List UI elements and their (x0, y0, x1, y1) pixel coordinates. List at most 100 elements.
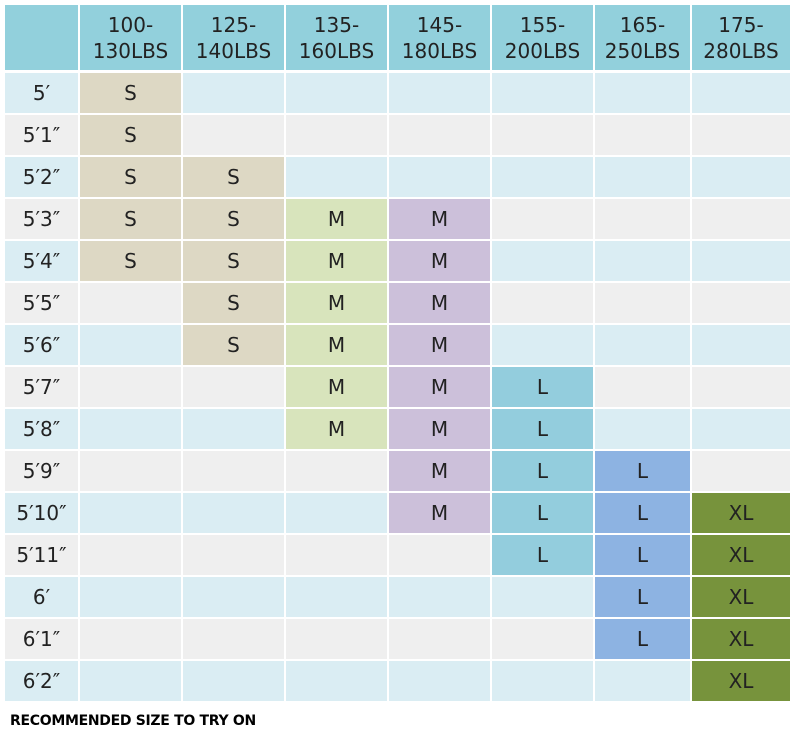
size-cell: XL (692, 493, 790, 533)
empty-cell (492, 619, 593, 659)
empty-cell (286, 577, 387, 617)
empty-cell (80, 283, 181, 323)
size-cell: M (286, 367, 387, 407)
size-cell: M (286, 409, 387, 449)
size-cell: M (389, 367, 490, 407)
empty-cell (286, 661, 387, 701)
empty-cell (692, 241, 790, 281)
empty-cell (389, 157, 490, 197)
row-height: 6′1″ (5, 619, 78, 659)
empty-cell (389, 619, 490, 659)
size-cell: M (389, 241, 490, 281)
row-height: 6′2″ (5, 661, 78, 701)
empty-cell (492, 325, 593, 365)
column-header: 155-200LBS (492, 5, 593, 70)
size-cell: S (80, 115, 181, 155)
empty-cell (80, 409, 181, 449)
empty-cell (80, 619, 181, 659)
size-cell: L (595, 577, 690, 617)
empty-cell (492, 157, 593, 197)
row-height: 6′ (5, 577, 78, 617)
size-cell: M (286, 283, 387, 323)
empty-cell (692, 73, 790, 113)
row-height: 5′3″ (5, 199, 78, 239)
column-header: 100-130LBS (80, 5, 181, 70)
size-cell: S (183, 241, 284, 281)
size-cell: M (389, 283, 490, 323)
column-header: 135-160LBS (286, 5, 387, 70)
size-cell: L (595, 535, 690, 575)
empty-cell (80, 451, 181, 491)
size-cell: L (492, 535, 593, 575)
empty-cell (595, 199, 690, 239)
empty-cell (595, 241, 690, 281)
row-height: 5′6″ (5, 325, 78, 365)
empty-cell (80, 661, 181, 701)
empty-cell (692, 199, 790, 239)
empty-cell (692, 115, 790, 155)
empty-cell (286, 619, 387, 659)
empty-cell (183, 409, 284, 449)
empty-cell (595, 325, 690, 365)
empty-cell (492, 73, 593, 113)
empty-cell (595, 409, 690, 449)
size-cell: M (389, 325, 490, 365)
row-height: 5′10″ (5, 493, 78, 533)
size-cell: S (183, 199, 284, 239)
row-height: 5′11″ (5, 535, 78, 575)
size-cell: S (80, 199, 181, 239)
empty-cell (389, 535, 490, 575)
size-cell: L (492, 493, 593, 533)
empty-cell (80, 493, 181, 533)
empty-cell (692, 283, 790, 323)
size-cell: S (183, 283, 284, 323)
empty-cell (389, 115, 490, 155)
empty-cell (286, 535, 387, 575)
empty-cell (183, 73, 284, 113)
empty-cell (595, 73, 690, 113)
empty-cell (389, 73, 490, 113)
empty-cell (389, 661, 490, 701)
size-cell: M (389, 199, 490, 239)
empty-cell (492, 661, 593, 701)
size-cell: S (183, 157, 284, 197)
size-cell: L (492, 451, 593, 491)
header-corner (5, 5, 78, 70)
empty-cell (183, 577, 284, 617)
empty-cell (183, 367, 284, 407)
empty-cell (286, 493, 387, 533)
empty-cell (692, 367, 790, 407)
empty-cell (389, 577, 490, 617)
empty-cell (595, 367, 690, 407)
size-cell: L (492, 367, 593, 407)
empty-cell (595, 661, 690, 701)
row-height: 5′4″ (5, 241, 78, 281)
row-height: 5′5″ (5, 283, 78, 323)
size-cell: S (80, 241, 181, 281)
size-cell: M (286, 325, 387, 365)
size-cell: XL (692, 577, 790, 617)
empty-cell (80, 577, 181, 617)
empty-cell (183, 535, 284, 575)
empty-cell (286, 451, 387, 491)
empty-cell (183, 493, 284, 533)
size-cell: M (389, 451, 490, 491)
size-cell: XL (692, 535, 790, 575)
size-cell: L (595, 493, 690, 533)
size-cell: L (595, 451, 690, 491)
empty-cell (183, 619, 284, 659)
empty-cell (692, 157, 790, 197)
row-height: 5′7″ (5, 367, 78, 407)
size-cell: M (286, 199, 387, 239)
empty-cell (692, 451, 790, 491)
size-cell: XL (692, 661, 790, 701)
empty-cell (80, 325, 181, 365)
size-cell: XL (692, 619, 790, 659)
empty-cell (492, 283, 593, 323)
row-height: 5′ (5, 73, 78, 113)
footer-note: RECOMMENDED SIZE TO TRY ON (10, 713, 256, 729)
empty-cell (80, 535, 181, 575)
empty-cell (286, 115, 387, 155)
size-cell: L (492, 409, 593, 449)
